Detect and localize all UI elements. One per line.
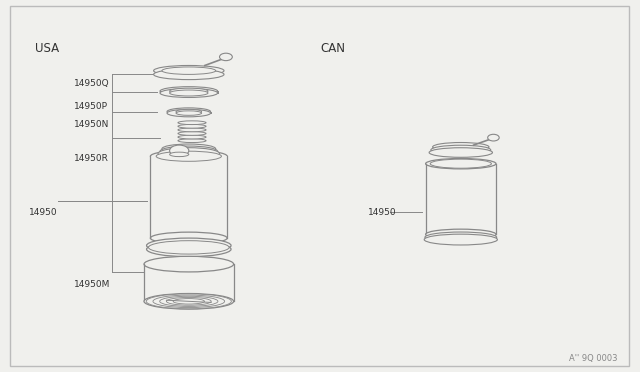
Ellipse shape [160, 87, 218, 96]
Ellipse shape [147, 238, 231, 253]
Ellipse shape [176, 111, 202, 115]
Text: USA: USA [35, 42, 60, 55]
Text: 14950: 14950 [29, 208, 58, 217]
Ellipse shape [167, 109, 211, 117]
Circle shape [170, 145, 189, 156]
Ellipse shape [178, 124, 206, 128]
Ellipse shape [430, 159, 492, 168]
Ellipse shape [178, 121, 206, 125]
Ellipse shape [170, 152, 189, 157]
Ellipse shape [150, 232, 227, 244]
Ellipse shape [158, 148, 220, 160]
Ellipse shape [144, 294, 234, 309]
Bar [426, 164, 496, 234]
Ellipse shape [160, 89, 218, 97]
Text: 14950Q: 14950Q [74, 79, 109, 88]
Text: 14950P: 14950P [74, 102, 108, 110]
Ellipse shape [148, 241, 229, 254]
Bar [162, 71, 216, 74]
Text: A'' 9Q 0003: A'' 9Q 0003 [569, 354, 618, 363]
Text: CAN: CAN [320, 42, 345, 55]
Text: 14950N: 14950N [74, 120, 109, 129]
Ellipse shape [426, 229, 496, 240]
Ellipse shape [170, 88, 208, 94]
Ellipse shape [144, 256, 234, 272]
Ellipse shape [162, 144, 216, 154]
Ellipse shape [156, 151, 221, 161]
Text: 14950: 14950 [368, 208, 397, 217]
Ellipse shape [154, 65, 224, 76]
Ellipse shape [431, 145, 491, 155]
Ellipse shape [426, 158, 496, 169]
Ellipse shape [154, 69, 224, 80]
Bar [144, 264, 234, 301]
Ellipse shape [166, 298, 211, 305]
Ellipse shape [178, 139, 206, 142]
Ellipse shape [173, 299, 205, 304]
Ellipse shape [153, 295, 225, 308]
Ellipse shape [424, 234, 497, 245]
Ellipse shape [425, 232, 497, 243]
Ellipse shape [167, 108, 211, 115]
Bar [150, 156, 227, 238]
Ellipse shape [146, 294, 232, 309]
Ellipse shape [178, 128, 206, 132]
Ellipse shape [160, 146, 218, 157]
Ellipse shape [178, 132, 206, 135]
Ellipse shape [150, 150, 227, 162]
Text: 14950R: 14950R [74, 154, 108, 163]
Circle shape [220, 53, 232, 61]
Ellipse shape [176, 109, 202, 114]
Ellipse shape [159, 296, 218, 307]
Circle shape [488, 134, 499, 141]
Ellipse shape [178, 135, 206, 139]
Ellipse shape [162, 67, 216, 74]
Text: 14950M: 14950M [74, 280, 110, 289]
Ellipse shape [147, 242, 231, 257]
Ellipse shape [170, 90, 208, 96]
Ellipse shape [433, 142, 489, 151]
Ellipse shape [429, 148, 493, 157]
